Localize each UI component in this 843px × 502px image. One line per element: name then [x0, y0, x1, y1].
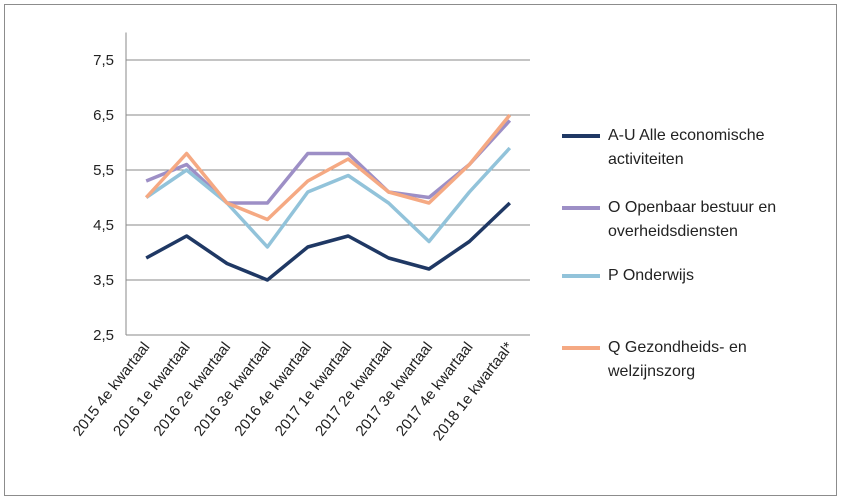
- legend-swatch: [562, 274, 600, 278]
- series-line: [145, 119, 512, 205]
- y-tick-label: 3,5: [93, 272, 114, 289]
- y-tick-label: 6,5: [93, 107, 114, 124]
- legend-entry: P Onderwijs: [562, 264, 832, 288]
- legend-swatch: [562, 206, 600, 210]
- legend-entry: Q Gezondheids- en welzijnszorg: [562, 336, 832, 384]
- y-tick-label: 4,5: [93, 217, 114, 234]
- legend-label: O Openbaar bestuur en overheidsdiensten: [608, 199, 777, 240]
- legend-label: P Onderwijs: [608, 267, 694, 284]
- series-line: [145, 201, 512, 282]
- legend-entry: A-U Alle economische activiteiten: [562, 124, 832, 172]
- series-line: [145, 146, 512, 249]
- legend-label: Q Gezondheids- en welzijnszorg: [608, 339, 747, 380]
- y-tick-label: 2,5: [93, 327, 114, 344]
- y-tick-label: 7,5: [93, 52, 114, 69]
- legend-swatch: [562, 346, 600, 350]
- series-line: [144, 113, 512, 222]
- legend-swatch: [562, 134, 600, 138]
- legend-entry: O Openbaar bestuur en overheidsdiensten: [562, 196, 832, 244]
- legend-label: A-U Alle economische activiteiten: [608, 127, 765, 168]
- y-tick-label: 5,5: [93, 162, 114, 179]
- chart-frame: [4, 4, 837, 496]
